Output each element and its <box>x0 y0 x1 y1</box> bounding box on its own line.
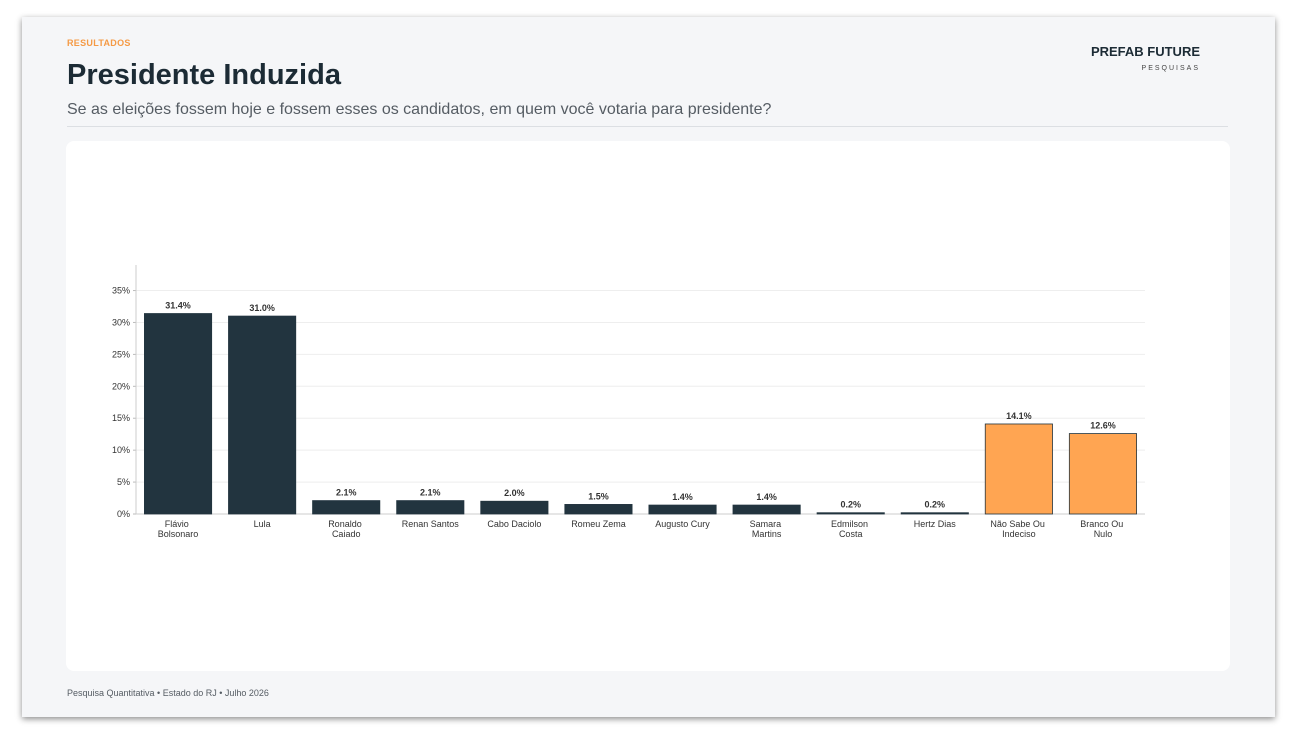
y-tick-label: 0% <box>117 509 130 519</box>
x-tick-label: Samara Martins <box>750 519 784 539</box>
bar <box>312 500 381 515</box>
x-tick-label: Hertz Dias <box>914 519 957 529</box>
x-tick-label: Não Sabe Ou Indeciso <box>990 519 1047 539</box>
bar <box>564 504 633 515</box>
x-tick-label: Flávio Bolsonaro <box>158 519 199 539</box>
y-tick-label: 15% <box>112 413 130 423</box>
value-label: 1.4% <box>672 492 693 502</box>
bar <box>984 423 1053 515</box>
value-label: 1.5% <box>588 491 609 501</box>
x-tick-label: Edmilson Costa <box>831 519 871 539</box>
value-label: 1.4% <box>756 492 777 502</box>
bar <box>648 504 717 515</box>
value-label: 2.0% <box>504 488 525 498</box>
slide: RESULTADOS Presidente Induzida Se as ele… <box>22 17 1275 717</box>
bar <box>144 313 213 515</box>
value-label: 31.4% <box>165 301 191 311</box>
bar <box>1068 433 1137 515</box>
eyebrow: RESULTADOS <box>67 38 131 48</box>
brand-sub: PESQUISAS <box>1141 65 1200 72</box>
bar <box>228 315 297 515</box>
x-tick-label: Renan Santos <box>402 519 460 529</box>
bar <box>396 500 465 515</box>
chart: 0% 5% 10% 15% 20% 25% 30% 35% 31.4% Flávio Bolson… <box>112 265 1145 539</box>
x-tick-label: Lula <box>254 519 271 529</box>
x-tick-label: Augusto Cury <box>655 519 710 529</box>
divider <box>67 126 1228 127</box>
bar <box>900 512 969 515</box>
y-tick-label: 35% <box>112 286 130 296</box>
chart-card: 0% 5% 10% 15% 20% 25% 30% 35% 31.4% Flávio Bolson… <box>66 141 1230 671</box>
x-tick-label: Ronaldo Caiado <box>328 519 364 539</box>
y-tick-label: 10% <box>112 445 130 455</box>
bar <box>732 504 801 515</box>
bar <box>816 512 885 515</box>
brand: PREFAB FUTURE <box>1090 44 1200 59</box>
value-label: 2.1% <box>336 488 357 498</box>
x-tick-label: Branco Ou Nulo <box>1080 519 1126 539</box>
subtitle: Se as eleições fossem hoje e fossem esse… <box>67 101 772 118</box>
x-tick-label: Cabo Daciolo <box>487 519 541 529</box>
value-label: 0.2% <box>840 500 861 510</box>
footer: Pesquisa Quantitativa • Estado do RJ • J… <box>67 688 269 698</box>
value-label: 12.6% <box>1090 421 1116 431</box>
value-label: 2.1% <box>420 488 441 498</box>
value-label: 0.2% <box>925 500 946 510</box>
bar <box>480 500 549 515</box>
y-tick-label: 30% <box>112 317 130 327</box>
y-tick-label: 25% <box>112 349 130 359</box>
value-label: 14.1% <box>1006 411 1032 421</box>
y-tick-label: 20% <box>112 381 130 391</box>
x-tick-label: Romeu Zema <box>571 519 626 529</box>
title: Presidente Induzida <box>67 59 341 91</box>
y-tick-label: 5% <box>117 477 130 487</box>
value-label: 31.0% <box>249 303 275 313</box>
